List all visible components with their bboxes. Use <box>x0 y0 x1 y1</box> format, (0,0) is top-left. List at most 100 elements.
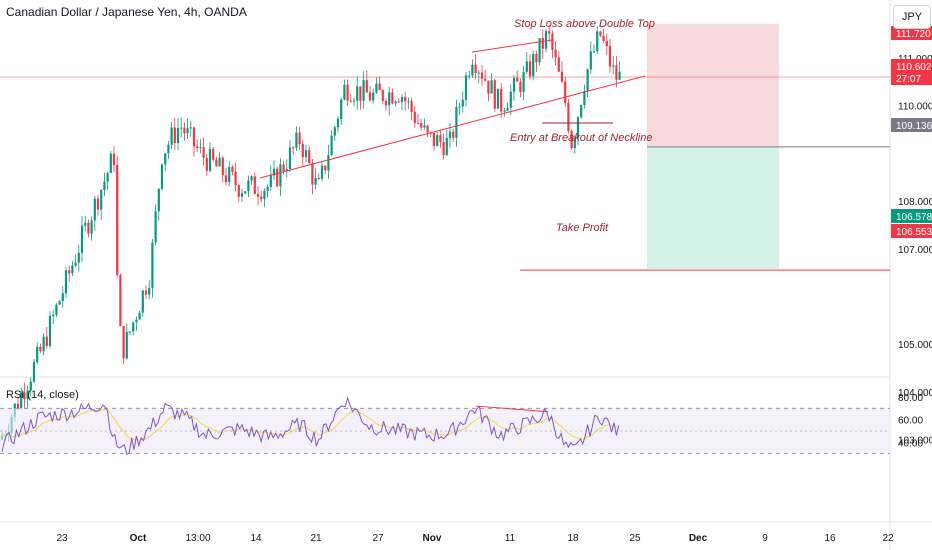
candle-body <box>260 196 263 200</box>
candle-body <box>167 144 170 154</box>
candle-body <box>327 155 330 171</box>
candle-body <box>208 148 212 171</box>
candle-body <box>388 92 391 106</box>
candle-body <box>432 132 436 147</box>
stop-loss-zone[interactable] <box>647 23 779 147</box>
price-axis[interactable]: 111.000110.000108.000107.000105.000104.0… <box>898 54 932 447</box>
candle-body <box>381 90 384 102</box>
chart-title: Canadian Dollar / Japanese Yen, 4h, OAND… <box>6 5 247 19</box>
candle-body <box>52 314 55 317</box>
candle-body <box>189 127 192 129</box>
time-axis-label: Nov <box>423 533 442 544</box>
candle-body <box>314 177 317 185</box>
candle-body <box>192 127 196 147</box>
candle-body <box>532 53 535 77</box>
candle-body <box>541 38 544 49</box>
candle-body <box>164 153 167 165</box>
candle-body <box>292 147 295 149</box>
candle-body <box>160 164 164 189</box>
candle-body <box>394 101 397 104</box>
candle-body <box>279 164 282 187</box>
candle-body <box>391 92 394 104</box>
candle-body <box>234 171 237 186</box>
countdown-label: 27:07 <box>896 74 921 85</box>
candle-body <box>26 390 29 400</box>
candle-body <box>266 186 269 191</box>
candle-body <box>231 167 234 172</box>
time-axis-label: 21 <box>310 533 322 544</box>
candle-body <box>247 180 250 192</box>
candle-body <box>58 301 61 305</box>
candle-body <box>477 72 480 74</box>
time-axis-label: 9 <box>762 533 768 544</box>
candle-body <box>87 222 90 234</box>
candle-body <box>484 78 487 81</box>
candle-body <box>346 84 349 101</box>
candle-body <box>557 57 560 72</box>
rsi-axis-label: 40.00 <box>898 438 923 449</box>
candle-body <box>272 168 276 176</box>
rsi-axis: 80.00 60.00 40.00 <box>898 393 923 449</box>
candle-body <box>589 51 592 70</box>
candle-body <box>116 165 119 276</box>
candle-body <box>135 319 138 323</box>
candle-body <box>512 77 516 92</box>
candle-body <box>285 169 288 172</box>
price-marker-label: 106.553 <box>896 227 932 238</box>
price-axis-label: 107.000 <box>898 245 932 256</box>
candle-body <box>333 127 336 136</box>
time-axis-label: 11 <box>505 533 516 544</box>
candle-body <box>199 147 202 149</box>
time-axis-label: 22 <box>882 533 894 544</box>
candle-body <box>410 101 413 113</box>
candle-body <box>282 164 285 172</box>
candle-body <box>352 100 356 102</box>
candle-body <box>29 381 32 391</box>
candle-body <box>148 287 151 295</box>
candle-body <box>128 331 132 333</box>
candle-body <box>269 175 272 187</box>
candle-body <box>205 157 208 171</box>
candle-body <box>372 92 375 101</box>
candle-body <box>471 64 474 76</box>
candle-body <box>340 99 343 119</box>
candle-body <box>250 176 253 181</box>
time-axis-label: 25 <box>629 533 641 544</box>
candle-body <box>119 275 122 326</box>
candle-body <box>554 49 557 58</box>
price-marker-badge <box>891 209 932 223</box>
candle-body <box>602 35 605 41</box>
take-profit-zone[interactable] <box>647 146 779 269</box>
rsi-divergence-line[interactable] <box>475 405 549 413</box>
candle-body <box>240 193 244 197</box>
time-axis[interactable]: 23 Oct 13:00 14 21 27 Nov 11 18 25 Dec 9 16 22 <box>56 533 894 544</box>
candle-body <box>464 75 468 100</box>
candle-body <box>61 293 64 302</box>
candle-body <box>125 332 128 359</box>
candle-body <box>378 83 381 91</box>
price-marker-label: 106.578 <box>896 212 932 223</box>
candle-body <box>365 80 368 93</box>
double-top-line[interactable] <box>471 39 553 53</box>
candle-body <box>570 130 573 149</box>
candle-body <box>615 65 618 80</box>
candle-body <box>170 127 173 145</box>
candle-body <box>173 127 176 144</box>
time-axis-label: 18 <box>567 533 579 544</box>
candle-body <box>567 102 570 131</box>
candle-body <box>90 220 93 234</box>
candle-body <box>132 322 135 332</box>
candle-body <box>45 336 48 347</box>
candle-body <box>154 211 157 243</box>
candle-body <box>516 77 519 82</box>
currency-button[interactable]: JPY <box>893 5 931 29</box>
neckline-trendline[interactable] <box>259 75 646 179</box>
price-axis-label: 104.000 <box>898 388 932 399</box>
candle-body <box>416 123 420 125</box>
time-axis-label: 16 <box>824 533 836 544</box>
candle-body <box>176 127 180 144</box>
candle-body <box>404 97 407 102</box>
candle-body <box>487 80 490 94</box>
candle-body <box>576 117 580 139</box>
